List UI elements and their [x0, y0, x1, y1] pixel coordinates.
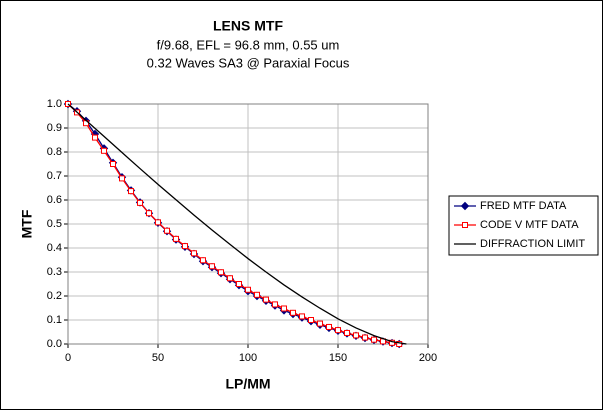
y-tick-label: 0.3 — [47, 266, 62, 278]
data-point — [299, 313, 305, 320]
y-tick-label: 0.2 — [47, 290, 62, 302]
data-point — [335, 327, 341, 334]
series-line — [67, 103, 407, 345]
legend-label: CODE V MTF DATA — [480, 219, 579, 231]
chart-title: LENS MTF — [213, 18, 283, 34]
data-point — [110, 161, 116, 167]
data-point — [155, 219, 161, 226]
data-point — [164, 227, 170, 234]
y-tick-label: 0.4 — [47, 242, 62, 254]
data-point — [227, 275, 233, 282]
data-point — [371, 336, 377, 343]
x-tick-label: 200 — [419, 352, 437, 364]
data-point — [236, 281, 242, 287]
data-point — [182, 243, 188, 250]
data-point — [191, 250, 197, 257]
data-point — [200, 257, 206, 264]
data-point — [209, 263, 215, 270]
data-point — [92, 134, 98, 141]
data-point — [245, 286, 251, 293]
x-tick-label: 150 — [329, 352, 347, 364]
y-tick-label: 0.6 — [47, 194, 62, 206]
data-point — [119, 175, 125, 182]
data-point — [101, 147, 107, 154]
data-point — [281, 305, 287, 312]
data-point — [290, 309, 296, 316]
data-point — [254, 291, 260, 298]
y-tick-label: 0.5 — [47, 218, 62, 230]
x-tick-label: 100 — [239, 352, 257, 364]
legend-label: FRED MTF DATA — [480, 200, 567, 212]
data-point — [353, 332, 359, 339]
legend: FRED MTF DATA CODE V MTF DATA DIFFRACTION … — [448, 195, 599, 256]
x-axis-label: LP/MM — [225, 376, 270, 392]
data-point — [362, 334, 368, 341]
data-point — [344, 329, 350, 336]
y-tick-label: 0.8 — [47, 146, 62, 158]
legend-label: DIFFRACTION LIMIT — [480, 238, 585, 250]
data-point — [137, 199, 143, 206]
data-point — [389, 339, 395, 346]
data-point — [218, 269, 224, 276]
y-tick-label: 0.9 — [47, 122, 62, 134]
chart-subtitle: f/9.68, EFL = 96.8 mm, 0.55 um — [157, 37, 340, 52]
data-point — [128, 188, 134, 195]
plot-border — [67, 103, 429, 345]
legend-marker — [460, 201, 470, 211]
y-tick-label: 0.0 — [47, 338, 62, 350]
data-point — [263, 296, 269, 303]
chart-subtitle: 0.32 Waves SA3 @ Paraxial Focus — [147, 55, 350, 70]
data-point — [308, 317, 314, 323]
data-point — [317, 320, 323, 327]
data-point — [272, 301, 278, 308]
data-point — [173, 235, 179, 242]
x-tick-label: 50 — [152, 352, 164, 364]
y-tick-label: 0.1 — [47, 314, 62, 326]
data-point — [146, 210, 152, 217]
y-tick-label: 1.0 — [47, 98, 62, 110]
data-point — [396, 341, 403, 347]
y-axis-label: MTF — [19, 209, 35, 238]
x-tick-label: 0 — [65, 352, 71, 364]
data-point — [326, 323, 332, 330]
y-tick-label: 0.7 — [47, 170, 62, 182]
legend-marker — [462, 222, 468, 228]
